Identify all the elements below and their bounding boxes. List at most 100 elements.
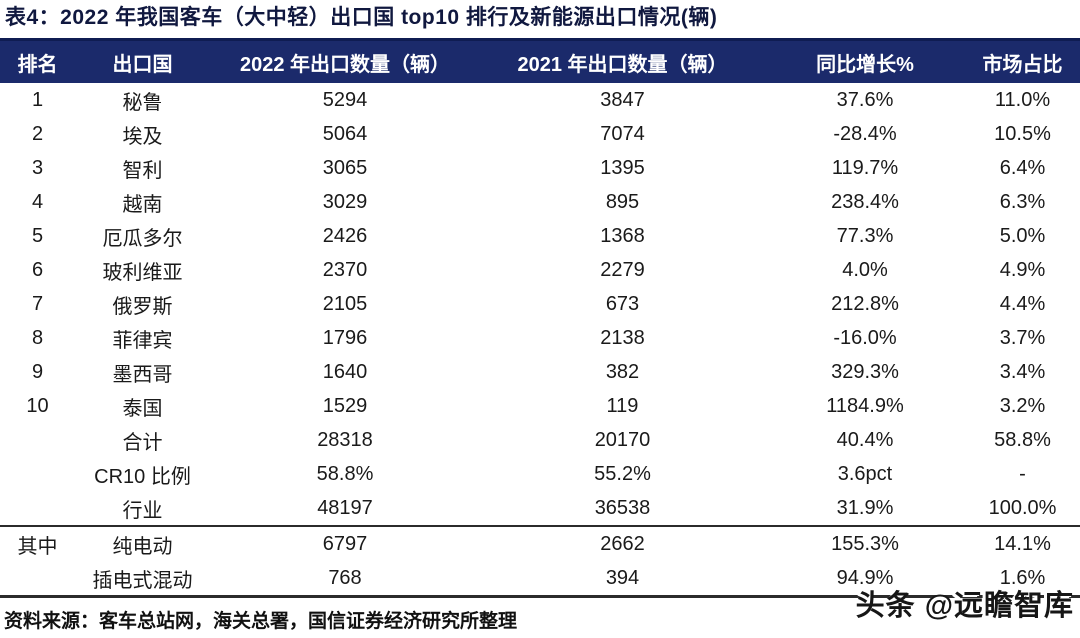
- cell-2022: 6797: [210, 525, 480, 561]
- cell-country: 纯电动: [75, 525, 210, 561]
- cell-share: 5.0%: [999, 224, 1046, 247]
- cell-share: 3.2%: [999, 394, 1046, 417]
- cell-yoy: 77.3%: [836, 224, 894, 247]
- cell-2022: 768: [210, 561, 480, 598]
- export-table: 排名 出口国 2022 年出口数量（辆） 2021 年出口数量（辆） 同比增长%…: [0, 38, 1080, 598]
- cell-yoy: 94.9%: [765, 561, 965, 598]
- table-row: 10 泰国 1529 119 1184.9% 3.2%: [0, 389, 1080, 423]
- col-header-share: 市场占比: [965, 38, 1080, 83]
- cell-yoy: 238.4%: [831, 190, 899, 213]
- cell-2022: 1796: [322, 326, 368, 349]
- cell-yoy: 155.3%: [765, 525, 965, 561]
- cell-rank: 7: [31, 292, 44, 315]
- cell-share: 3.4%: [999, 360, 1046, 383]
- cell-rank: [0, 561, 75, 598]
- table-row-industry: 行业 48197 36538 31.9% 100.0%: [0, 491, 1080, 526]
- cell-yoy: 31.9%: [836, 496, 894, 519]
- cell-share: 4.9%: [999, 258, 1046, 281]
- cell-2021: 36538: [594, 496, 651, 519]
- cell-rank: 10: [26, 394, 49, 417]
- table-row: 5 厄瓜多尔 2426 1368 77.3% 5.0%: [0, 219, 1080, 253]
- table-row: 9 墨西哥 1640 382 329.3% 3.4%: [0, 355, 1080, 389]
- cell-country: 厄瓜多尔: [102, 227, 183, 250]
- cell-rank: 5: [31, 224, 44, 247]
- cell-2021: 1368: [600, 224, 645, 247]
- col-header-yoy: 同比增长%: [765, 38, 965, 83]
- source-note: 资料来源：客车总站网，海关总署，国信证券经济研究所整理: [4, 611, 518, 632]
- cell-share: 100.0%: [988, 496, 1057, 519]
- table-row: 3 智利 3065 1395 119.7% 6.4%: [0, 151, 1080, 185]
- cell-share: -: [1019, 462, 1026, 485]
- cell-rank: 其中: [0, 525, 75, 561]
- table-row-cr10: CR10 比例 58.8% 55.2% 3.6pct -: [0, 457, 1080, 491]
- cell-2022: 2426: [322, 224, 368, 247]
- cell-yoy: -28.4%: [833, 122, 897, 145]
- cell-yoy: 212.8%: [831, 292, 899, 315]
- cell-2022: 2370: [322, 258, 368, 281]
- cell-share: 1.6%: [965, 561, 1080, 598]
- watermark: 头条 @远瞻智库: [855, 590, 1074, 622]
- cell-2022: 58.8%: [316, 462, 374, 485]
- cell-share: 58.8%: [994, 428, 1051, 451]
- col-header-2022: 2022 年出口数量（辆）: [210, 38, 480, 83]
- cell-share: 11.0%: [994, 88, 1051, 111]
- cell-2021: 3847: [600, 88, 645, 111]
- cell-2021: 7074: [600, 122, 645, 145]
- cell-rank: 6: [31, 258, 44, 281]
- cell-share: 10.5%: [994, 122, 1051, 145]
- cell-rank: [0, 491, 75, 526]
- cell-2021: 55.2%: [594, 462, 651, 485]
- cell-country: CR10 比例: [94, 465, 191, 488]
- cell-2022: 28318: [317, 428, 373, 451]
- cell-2021: 2279: [600, 258, 645, 281]
- cell-country: 秘鲁: [122, 91, 163, 114]
- cell-yoy: 1184.9%: [826, 394, 904, 417]
- table-title: 表4：2022 年我国客车（大中轻）出口国 top10 排行及新能源出口情况(辆…: [5, 6, 718, 29]
- cell-yoy: 119.7%: [831, 156, 899, 179]
- table-row: 4 越南 3029 895 238.4% 6.3%: [0, 185, 1080, 219]
- cell-2021: 673: [605, 292, 640, 315]
- table-row-phev: 插电式混动 768 394 94.9% 1.6%: [0, 561, 1080, 598]
- cell-2021: 1395: [600, 156, 645, 179]
- col-header-2021: 2021 年出口数量（辆）: [480, 38, 765, 83]
- cell-country: 俄罗斯: [112, 295, 173, 318]
- cell-rank: 4: [31, 190, 44, 213]
- cell-2021: 895: [605, 190, 640, 213]
- cell-2021: 119: [606, 394, 639, 417]
- cell-yoy: 37.6%: [836, 88, 894, 111]
- cell-share: 6.3%: [999, 190, 1046, 213]
- cell-rank: 9: [31, 360, 44, 383]
- cell-yoy: 329.3%: [831, 360, 899, 383]
- cell-2022: 3065: [322, 156, 368, 179]
- cell-country: 插电式混动: [75, 561, 210, 598]
- cell-2021: 20170: [594, 428, 651, 451]
- cell-rank: [0, 423, 75, 457]
- cell-yoy: 4.0%: [842, 258, 888, 281]
- cell-rank: 2: [31, 122, 44, 145]
- table-row-bev: 其中 纯电动 6797 2662 155.3% 14.1%: [0, 525, 1080, 561]
- table-row-total: 合计 28318 20170 40.4% 58.8%: [0, 423, 1080, 457]
- cell-2021: 394: [480, 561, 765, 598]
- cell-rank: 8: [31, 326, 44, 349]
- col-header-rank: 排名: [0, 38, 75, 83]
- cell-country: 埃及: [122, 125, 163, 148]
- cell-share: 6.4%: [999, 156, 1046, 179]
- cell-2022: 5294: [322, 88, 368, 111]
- cell-2021: 382: [605, 360, 640, 383]
- cell-2022: 48197: [317, 496, 373, 519]
- cell-2022: 1529: [322, 394, 368, 417]
- cell-rank: 3: [31, 156, 44, 179]
- col-header-country: 出口国: [75, 38, 210, 83]
- header-row: 排名 出口国 2022 年出口数量（辆） 2021 年出口数量（辆） 同比增长%…: [0, 38, 1080, 83]
- cell-share: 3.7%: [999, 326, 1046, 349]
- cell-country: 越南: [122, 193, 163, 216]
- table-row: 1 秘鲁 5294 3847 37.6% 11.0%: [0, 83, 1080, 117]
- table-row: 2 埃及 5064 7074 -28.4% 10.5%: [0, 117, 1080, 151]
- cell-country: 玻利维亚: [102, 261, 183, 284]
- cell-2022: 5064: [322, 122, 368, 145]
- cell-share: 14.1%: [965, 525, 1080, 561]
- cell-country: 泰国: [122, 397, 163, 420]
- cell-country: 菲律宾: [112, 329, 173, 352]
- table-row: 7 俄罗斯 2105 673 212.8% 4.4%: [0, 287, 1080, 321]
